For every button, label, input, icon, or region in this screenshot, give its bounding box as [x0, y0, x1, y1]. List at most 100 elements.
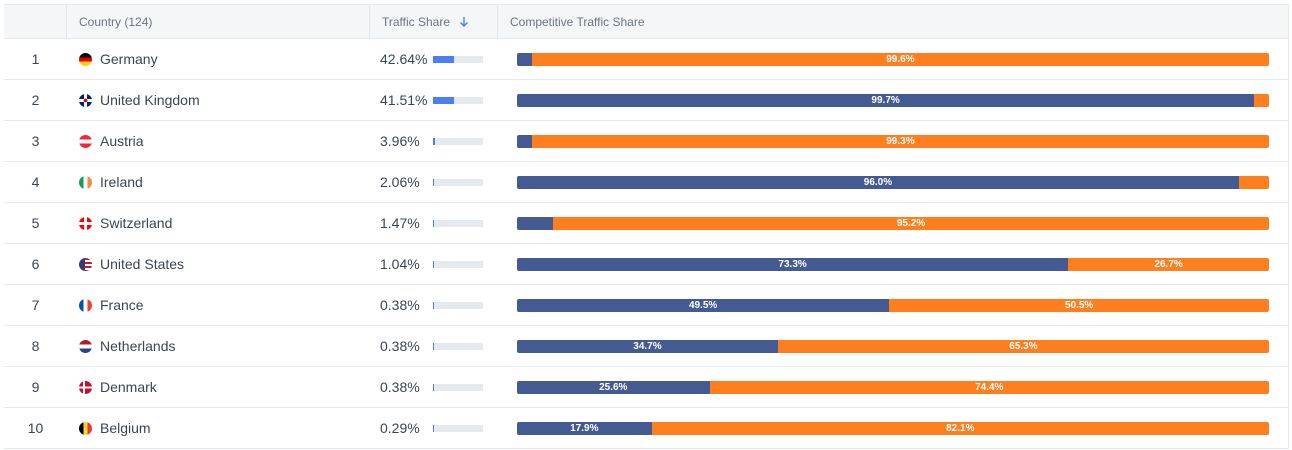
flag-at-icon	[79, 134, 92, 148]
flag-us-icon	[79, 257, 92, 271]
traffic-share-bar	[433, 96, 483, 104]
traffic-share-bar	[433, 424, 483, 432]
primary-segment: 25.6%	[517, 380, 710, 394]
flag-ie-icon	[79, 175, 92, 189]
competitive-share-bar: 17.9% 82.1%	[517, 421, 1269, 435]
competitor-segment: 99.3%	[531, 134, 1269, 148]
flag-de-icon	[79, 52, 92, 66]
flag-dk-icon	[79, 380, 92, 394]
header-country[interactable]: Country (124)	[67, 5, 370, 38]
table-row[interactable]: 3 Austria 3.96% 99.3%	[4, 121, 1288, 162]
flag-be-icon	[79, 421, 92, 435]
traffic-share-fill	[433, 342, 434, 350]
traffic-share-bar	[433, 137, 483, 145]
competitive-share-bar: 49.5% 50.5%	[517, 298, 1269, 312]
traffic-share-fill	[433, 219, 434, 227]
primary-segment: 34.7%	[517, 339, 778, 353]
country-name[interactable]: Austria	[100, 133, 144, 149]
country-name[interactable]: France	[100, 297, 144, 313]
traffic-share-bar	[433, 383, 483, 391]
traffic-share-fill	[433, 137, 435, 145]
traffic-share-value: 0.38%	[380, 379, 420, 395]
table-row[interactable]: 6 United States 1.04% 73.3% 26.7%	[4, 244, 1288, 285]
rank: 2	[31, 92, 40, 108]
traffic-share-bar	[433, 260, 483, 268]
competitive-share-bar: 99.3%	[517, 134, 1269, 148]
rank: 1	[31, 51, 40, 67]
flag-gb-icon	[79, 93, 92, 107]
traffic-share-value: 1.04%	[380, 256, 420, 272]
competitive-share-bar: 25.6% 74.4%	[517, 380, 1269, 394]
competitor-segment: 65.3%	[777, 339, 1269, 353]
competitive-share-bar: 99.6%	[517, 52, 1269, 66]
country-name[interactable]: Switzerland	[100, 215, 173, 231]
country-name[interactable]: Belgium	[100, 420, 151, 436]
table-row[interactable]: 8 Netherlands 0.38% 34.7% 65.3%	[4, 326, 1288, 367]
primary-segment: 73.3%	[517, 257, 1069, 271]
competitive-share-bar: 34.7% 65.3%	[517, 339, 1269, 353]
competitor-segment: 74.4%	[709, 380, 1269, 394]
header-index	[4, 5, 67, 38]
primary-segment	[517, 134, 532, 148]
header-traffic-share[interactable]: Traffic Share	[370, 5, 498, 38]
rank: 8	[31, 338, 40, 354]
traffic-share-bar	[433, 342, 483, 350]
rank: 4	[31, 174, 40, 190]
traffic-share-value: 2.06%	[380, 174, 420, 190]
table-row[interactable]: 1 Germany 42.64% 99.6%	[4, 39, 1288, 80]
table-row[interactable]: 9 Denmark 0.38% 25.6% 74.4%	[4, 367, 1288, 408]
primary-segment: 49.5%	[517, 298, 890, 312]
flag-nl-icon	[79, 339, 92, 353]
traffic-share-value: 42.64%	[380, 51, 428, 67]
competitor-segment: 26.7%	[1068, 257, 1269, 271]
traffic-share-fill	[433, 301, 434, 309]
competitor-segment	[1238, 175, 1269, 189]
table-row[interactable]: 10 Belgium 0.29% 17.9% 82.1%	[4, 408, 1288, 449]
rank: 7	[31, 297, 40, 313]
flag-ch-icon	[79, 216, 92, 230]
traffic-share-bar	[433, 178, 483, 186]
flag-fr-icon	[79, 298, 92, 312]
table-row[interactable]: 4 Ireland 2.06% 96.0%	[4, 162, 1288, 203]
competitor-segment: 95.2%	[553, 216, 1269, 230]
rank: 6	[31, 256, 40, 272]
primary-segment: 17.9%	[517, 421, 652, 435]
rank: 5	[31, 215, 40, 231]
traffic-share-bar	[433, 219, 483, 227]
table-header: Country (124) Traffic Share Competitive …	[4, 5, 1288, 39]
primary-segment	[517, 52, 532, 66]
traffic-share-value: 41.51%	[380, 92, 428, 108]
country-name[interactable]: United States	[100, 256, 185, 272]
traffic-share-value: 0.29%	[380, 420, 420, 436]
primary-segment	[517, 216, 554, 230]
primary-segment: 99.7%	[517, 93, 1255, 107]
traffic-share-value: 3.96%	[380, 133, 420, 149]
traffic-share-fill	[433, 383, 434, 391]
country-name[interactable]: Germany	[100, 51, 158, 67]
competitor-segment: 99.6%	[531, 52, 1269, 66]
rank: 3	[31, 133, 40, 149]
traffic-share-fill	[433, 424, 434, 432]
competitor-segment: 50.5%	[889, 298, 1269, 312]
table-row[interactable]: 7 France 0.38% 49.5% 50.5%	[4, 285, 1288, 326]
country-name[interactable]: Netherlands	[100, 338, 176, 354]
competitive-share-bar: 96.0%	[517, 175, 1269, 189]
traffic-share-value: 0.38%	[380, 297, 420, 313]
table-row[interactable]: 5 Switzerland 1.47% 95.2%	[4, 203, 1288, 244]
rank: 9	[31, 379, 40, 395]
traffic-share-fill	[433, 96, 454, 104]
traffic-share-bar	[433, 301, 483, 309]
competitor-segment: 82.1%	[651, 421, 1269, 435]
country-name[interactable]: Denmark	[100, 379, 157, 395]
header-competitive-traffic-share[interactable]: Competitive Traffic Share	[510, 14, 645, 29]
traffic-share-fill	[433, 178, 435, 186]
competitive-share-bar: 99.7%	[517, 93, 1269, 107]
traffic-share-value: 1.47%	[380, 215, 420, 231]
country-table: Country (124) Traffic Share Competitive …	[4, 4, 1289, 449]
table-row[interactable]: 2 United Kingdom 41.51% 99.7%	[4, 80, 1288, 121]
arrow-down-icon	[460, 16, 469, 27]
traffic-share-fill	[433, 55, 455, 63]
country-name[interactable]: United Kingdom	[100, 92, 200, 108]
country-name[interactable]: Ireland	[100, 174, 143, 190]
primary-segment: 96.0%	[517, 175, 1239, 189]
